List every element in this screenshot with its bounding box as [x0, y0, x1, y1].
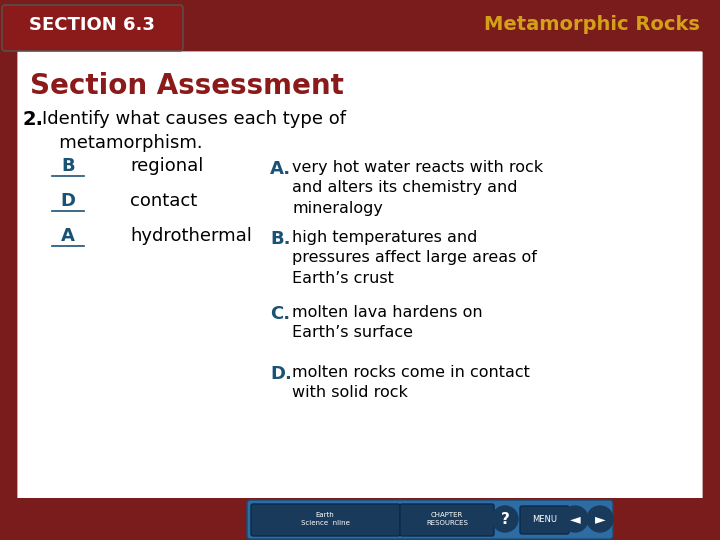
- Text: A: A: [61, 227, 75, 245]
- Text: B.: B.: [270, 230, 290, 248]
- FancyBboxPatch shape: [520, 506, 569, 534]
- Text: Metamorphic Rocks: Metamorphic Rocks: [484, 16, 700, 35]
- FancyBboxPatch shape: [2, 5, 183, 51]
- Text: ◄: ◄: [570, 512, 580, 526]
- Text: Section Assessment: Section Assessment: [30, 72, 344, 100]
- Text: D: D: [60, 192, 76, 210]
- Text: regional: regional: [130, 157, 203, 175]
- Text: high temperatures and
pressures affect large areas of
Earth’s crust: high temperatures and pressures affect l…: [292, 230, 537, 286]
- Text: D.: D.: [270, 365, 292, 383]
- Text: SECTION 6.3: SECTION 6.3: [29, 16, 155, 34]
- Circle shape: [492, 506, 518, 532]
- Text: ?: ?: [500, 511, 510, 526]
- FancyBboxPatch shape: [0, 0, 720, 50]
- FancyBboxPatch shape: [0, 498, 720, 540]
- Text: Earth
Science  nline: Earth Science nline: [300, 512, 349, 526]
- Text: Identify what causes each type of
   metamorphism.: Identify what causes each type of metamo…: [42, 110, 346, 152]
- Text: contact: contact: [130, 192, 197, 210]
- Text: MENU: MENU: [533, 515, 557, 523]
- Text: ►: ►: [595, 512, 606, 526]
- FancyBboxPatch shape: [400, 504, 494, 536]
- Text: 2.: 2.: [22, 110, 43, 129]
- Text: very hot water reacts with rock
and alters its chemistry and
mineralogy: very hot water reacts with rock and alte…: [292, 160, 543, 216]
- Circle shape: [562, 506, 588, 532]
- Text: hydrothermal: hydrothermal: [130, 227, 252, 245]
- FancyBboxPatch shape: [16, 50, 704, 524]
- Text: CHAPTER
RESOURCES: CHAPTER RESOURCES: [426, 512, 468, 526]
- Circle shape: [587, 506, 613, 532]
- FancyBboxPatch shape: [247, 500, 613, 539]
- Text: molten rocks come in contact
with solid rock: molten rocks come in contact with solid …: [292, 365, 530, 400]
- Text: B: B: [61, 157, 75, 175]
- FancyBboxPatch shape: [251, 504, 400, 536]
- Text: A.: A.: [270, 160, 291, 178]
- Text: C.: C.: [270, 305, 290, 323]
- Text: molten lava hardens on
Earth’s surface: molten lava hardens on Earth’s surface: [292, 305, 482, 340]
